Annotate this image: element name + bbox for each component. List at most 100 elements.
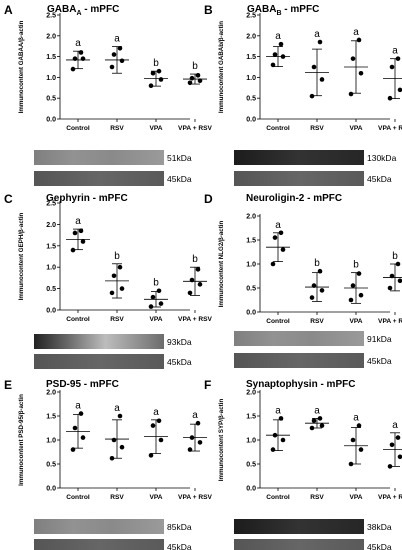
panel-title: Synaptophysin - mPFC — [246, 379, 355, 390]
y-axis-label: Immunocontent GABAb/β-actin — [218, 21, 225, 113]
data-point — [109, 455, 115, 461]
data-point — [350, 56, 356, 61]
y-tick-label: 0.5 — [246, 96, 256, 103]
y-tick-label: 0.5 — [46, 286, 56, 293]
panel-title: Gephyrin - mPFC — [46, 193, 128, 204]
data-point — [278, 416, 284, 421]
category-label: Control — [266, 318, 290, 325]
panel-title: Neuroligin-2 - mPFC — [246, 193, 342, 204]
y-tick-label: 2.0 — [46, 222, 56, 229]
data-point — [187, 447, 193, 452]
y-tick-label: 1.0 — [246, 438, 256, 445]
western-blot-band — [234, 519, 364, 534]
y-axis-label: Immunocontent NLG2/β-actin — [218, 220, 225, 307]
data-point — [117, 45, 123, 51]
data-point — [80, 56, 86, 61]
western-blot-band — [34, 171, 164, 186]
western-blot-band — [34, 519, 164, 534]
data-point — [397, 454, 402, 460]
western-blot-band — [34, 354, 164, 369]
panel-title-main: GABA — [247, 4, 276, 15]
category-label: Control — [66, 125, 90, 132]
data-point — [72, 425, 78, 431]
significance-letter: a — [75, 216, 81, 227]
y-tick-label: 1.0 — [246, 75, 256, 82]
panel-f: F Synaptophysin - mPFC Immunocontent SYP/β… — [204, 378, 402, 550]
category-label: VPA + RSV — [378, 318, 402, 325]
data-point — [72, 230, 78, 236]
data-point — [158, 77, 164, 82]
western-blot-band — [34, 539, 164, 550]
data-point — [72, 56, 78, 61]
data-point — [197, 282, 203, 287]
data-point — [387, 285, 393, 291]
category-label: VPA + RSV — [178, 125, 212, 132]
data-point — [389, 442, 395, 448]
significance-letter: b — [153, 58, 159, 69]
data-point — [70, 447, 76, 452]
blot-kda-label: 45kDa — [167, 174, 192, 184]
data-point — [319, 288, 325, 293]
y-tick-label: 0.0 — [246, 117, 256, 124]
panel-letter: B — [204, 3, 213, 17]
y-axis-label: Immunocontent SYP/β-actin — [218, 399, 225, 482]
category-label: RSV — [110, 316, 124, 323]
panel-e: E PSD-95 - mPFC Immunocontent PSD-95/β-act… — [4, 378, 213, 550]
y-tick-label: 0.0 — [246, 486, 256, 493]
data-point — [156, 68, 162, 74]
blot-kda-label: 130kDa — [367, 153, 397, 163]
significance-letter: b — [192, 61, 198, 72]
blot-kda-label: 51kDa — [167, 153, 192, 163]
significance-letter: a — [353, 27, 359, 38]
significance-letter: a — [275, 405, 281, 416]
data-point — [187, 80, 193, 86]
data-point — [111, 52, 117, 57]
data-point — [389, 64, 395, 70]
western-blot-band — [234, 171, 364, 186]
panel-title: GABAA - mPFC — [47, 4, 119, 17]
y-tick-label: 2.0 — [46, 390, 56, 397]
data-point — [348, 297, 354, 303]
data-point — [272, 52, 278, 57]
data-point — [195, 267, 201, 272]
panel-title-main: GABA — [47, 4, 76, 15]
significance-letter: b — [114, 251, 120, 262]
panel-title-rest: - mPFC — [282, 4, 320, 15]
y-tick-label: 2.5 — [246, 13, 256, 20]
category-label: RSV — [110, 125, 124, 132]
category-label: RSV — [310, 318, 324, 325]
data-point — [280, 54, 286, 59]
data-point — [272, 432, 278, 438]
significance-letter: a — [192, 410, 198, 421]
y-axis-label: Immunocontent GEPH/β-actin — [18, 212, 25, 300]
data-point — [356, 37, 362, 43]
significance-letter: a — [314, 405, 320, 416]
significance-letter: a — [314, 29, 320, 40]
y-tick-label: 2.0 — [246, 33, 256, 40]
significance-letter: b — [192, 254, 198, 265]
y-tick-label: 2.0 — [246, 390, 256, 397]
y-tick-label: 0.5 — [46, 462, 56, 469]
data-point — [150, 294, 156, 300]
panel-title-sub: A — [76, 10, 81, 17]
significance-letter: a — [114, 403, 120, 414]
western-blot-band — [234, 331, 364, 346]
data-point — [356, 271, 362, 276]
data-point — [387, 95, 393, 101]
panel-title-main: Neuroligin-2 - mPFC — [246, 193, 342, 204]
data-point — [156, 418, 162, 424]
panel-letter: E — [4, 378, 12, 392]
blot-kda-label: 45kDa — [367, 174, 392, 184]
data-point — [358, 292, 364, 298]
y-tick-label: 1.0 — [46, 438, 56, 445]
blot-kda-label: 45kDa — [167, 357, 192, 367]
y-tick-label: 1.0 — [46, 75, 56, 82]
data-point — [348, 461, 354, 467]
category-label: VPA + RSV — [178, 494, 212, 501]
significance-letter: b — [392, 251, 398, 262]
data-point — [389, 273, 395, 279]
data-point — [311, 283, 317, 288]
data-point — [356, 423, 362, 428]
category-label: VPA — [149, 125, 162, 132]
